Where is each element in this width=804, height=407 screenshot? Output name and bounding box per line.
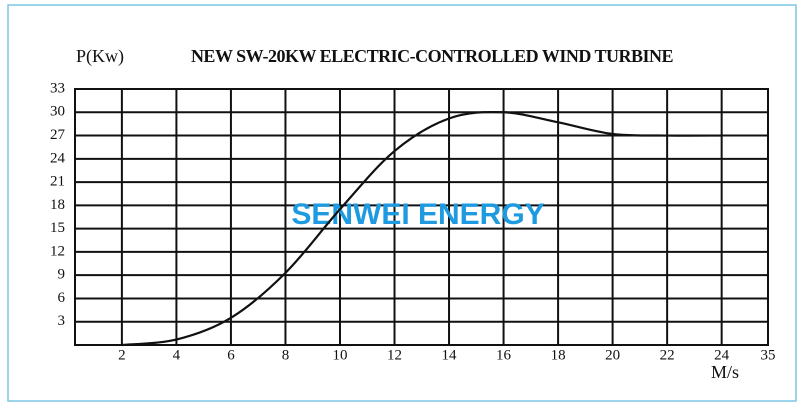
x-tick-label: 4 [173, 347, 181, 363]
x-tick-label: 16 [496, 347, 512, 363]
y-axis-label: P(Kw) [76, 46, 124, 67]
y-tick-label: 12 [50, 243, 65, 259]
x-tick-label: 2 [118, 347, 126, 363]
x-tick-label: 14 [442, 347, 458, 363]
x-tick-label: 8 [282, 347, 290, 363]
x-end-label: 35 [761, 347, 776, 363]
y-tick-label: 24 [50, 150, 66, 166]
y-tick-label: 30 [50, 104, 65, 120]
x-tick-label: 18 [551, 347, 566, 363]
x-tick-label: 22 [660, 347, 675, 363]
x-tick-label: 20 [605, 347, 620, 363]
x-tick-label: 24 [714, 347, 730, 363]
y-tick-label: 3 [58, 313, 66, 329]
watermark: SENWEI ENERGY [291, 198, 544, 231]
y-tick-label: 18 [50, 197, 65, 213]
x-tick-label: 10 [332, 347, 347, 363]
x-tick-label: 12 [387, 347, 402, 363]
y-tick-label: 21 [50, 174, 65, 190]
x-tick-label: 6 [227, 347, 235, 363]
frame [7, 4, 797, 402]
y-tick-label: 33 [50, 80, 65, 96]
chart-title: NEW SW-20KW ELECTRIC-CONTROLLED WIND TUR… [191, 46, 674, 66]
y-tick-label: 15 [50, 220, 65, 236]
y-tick-label: 27 [50, 127, 66, 143]
power-curve [121, 110, 722, 347]
x-axis-label: M/s [711, 362, 739, 382]
y-tick-label: 9 [58, 267, 66, 283]
y-tick-label: 6 [58, 290, 66, 306]
